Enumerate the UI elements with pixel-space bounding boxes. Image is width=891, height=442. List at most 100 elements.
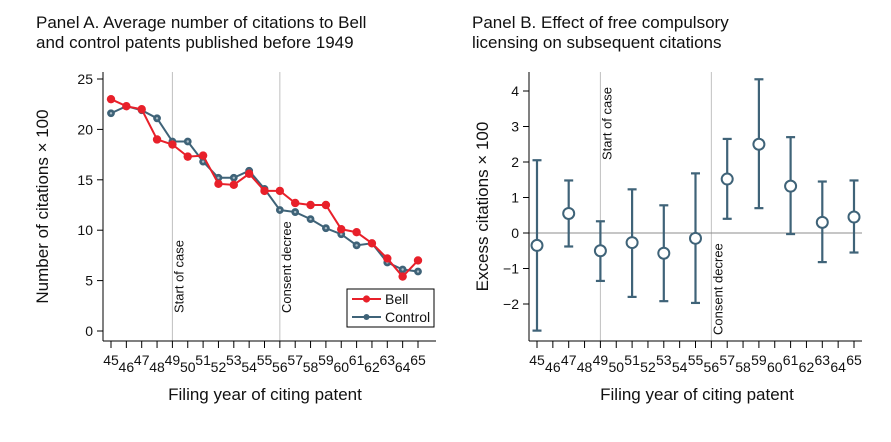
x-tick-label: 48	[149, 359, 165, 375]
legend: Bell Control	[346, 288, 435, 328]
x-tick-label: 45	[529, 352, 545, 368]
data-point-bell	[291, 198, 300, 208]
legend-swatch-marker-bell	[362, 295, 371, 303]
point-estimate	[847, 210, 861, 224]
data-point-bell	[413, 256, 423, 265]
data-point-center-control	[186, 140, 189, 143]
x-tick-label: 65	[846, 352, 862, 368]
x-tick-label: 63	[815, 352, 831, 368]
x-tick-label: 58	[735, 359, 751, 375]
y-tick-label: 25	[77, 71, 93, 87]
point-estimate	[815, 215, 829, 229]
x-tick-label: 56	[704, 359, 720, 375]
y-tick-label: −1	[503, 261, 519, 277]
x-tick-label: 64	[830, 359, 846, 375]
data-point-bell	[337, 224, 346, 234]
data-point-bell	[198, 151, 208, 160]
x-tick-label: 51	[624, 352, 640, 368]
x-tick-label: 50	[608, 359, 624, 375]
x-tick-label: 60	[767, 359, 783, 375]
annotation-label: Start of case	[171, 240, 186, 313]
x-tick-label: 45	[103, 352, 119, 368]
y-tick-label: 15	[77, 172, 93, 188]
x-tick-label: 58	[303, 359, 319, 375]
data-point-bell	[244, 169, 254, 178]
data-point-center-control	[217, 176, 220, 179]
point-estimate	[689, 231, 702, 245]
data-point-center-control	[355, 244, 358, 247]
data-point-center-control	[109, 112, 113, 115]
x-tick-label: 53	[656, 352, 672, 368]
data-point-center-control	[309, 217, 312, 221]
legend-box	[346, 288, 435, 328]
y-axis-title: Excess citations × 100	[473, 122, 492, 292]
y-tick-label: 4	[511, 83, 519, 99]
data-point-center-control	[232, 176, 235, 179]
x-tick-label: 56	[272, 359, 288, 375]
point-estimate	[657, 246, 671, 260]
x-tick-label: 53	[226, 352, 242, 368]
data-point-bell	[352, 228, 361, 237]
data-point-bell	[229, 180, 238, 190]
point-estimate	[625, 236, 639, 250]
data-point-center-control	[278, 208, 282, 212]
data-point-center-control	[201, 160, 205, 163]
x-tick-label: 55	[688, 352, 704, 368]
x-tick-label: 52	[211, 359, 227, 375]
data-point-bell	[306, 200, 315, 210]
y-tick-label: 0	[511, 225, 519, 241]
data-point-bell	[367, 239, 377, 248]
data-point-bell	[260, 186, 269, 196]
x-tick-label: 63	[380, 352, 396, 368]
data-point-bell	[183, 152, 192, 161]
data-point-center-control	[340, 233, 343, 236]
annotation-label: Consent decree	[279, 221, 294, 313]
point-estimate	[784, 179, 798, 193]
x-tick-label: 47	[561, 352, 577, 368]
point-estimate	[562, 206, 576, 220]
y-tick-label: 2	[511, 154, 519, 170]
y-axis-title: Number of citations × 100	[33, 109, 52, 303]
point-estimate	[593, 244, 607, 258]
point-estimate	[752, 137, 766, 151]
panel-a-title-line-1: Panel A. Average number of citations to …	[36, 13, 367, 32]
y-tick-label: 0	[85, 323, 93, 339]
data-point-bell	[168, 140, 177, 149]
panel-a-plot: 0 5 10 15 20 25 45 46 47 48 49 50 51 52 53 54 55 56 57 58 59…	[33, 71, 436, 404]
x-tick-label: 65	[410, 352, 426, 368]
y-tick-label: 5	[85, 273, 93, 289]
x-tick-label: 61	[349, 352, 365, 368]
x-tick-label: 62	[799, 359, 815, 375]
data-point-bell	[106, 94, 116, 104]
panel-b-title-line-2: licensing on subsequent citations	[472, 33, 722, 52]
x-tick-label: 57	[287, 352, 303, 368]
x-tick-label: 60	[333, 359, 349, 375]
x-tick-label: 62	[364, 359, 380, 375]
data-point-bell	[321, 200, 331, 210]
y-tick-label: −2	[503, 296, 519, 312]
data-point-bell	[137, 105, 146, 114]
x-tick-label: 57	[719, 352, 735, 368]
annotation-label: Consent decree	[710, 243, 725, 335]
data-point-center-control	[401, 268, 404, 271]
x-tick-label: 54	[241, 359, 257, 375]
x-tick-label: 46	[545, 359, 561, 375]
point-estimate	[720, 172, 734, 186]
y-tick-label: 20	[77, 121, 93, 137]
y-tick-label: 10	[77, 222, 93, 238]
y-tick-label: 1	[511, 190, 519, 206]
x-tick-label: 55	[257, 352, 273, 368]
panel-b-title-line-1: Panel B. Effect of free compulsory	[472, 13, 729, 32]
x-tick-label: 47	[134, 352, 150, 368]
panel-b-title: Panel B. Effect of free compulsory licen…	[472, 13, 891, 53]
x-axis-title: Filing year of citing patent	[168, 385, 362, 404]
data-point-bell	[214, 179, 223, 189]
data-point-bell	[122, 102, 131, 111]
point-estimate	[530, 238, 544, 252]
x-tick-label: 52	[640, 359, 656, 375]
x-tick-label: 46	[119, 359, 135, 375]
annotation-label: Start of case	[599, 87, 614, 160]
x-tick-label: 48	[577, 359, 593, 375]
x-tick-label: 51	[195, 352, 211, 368]
